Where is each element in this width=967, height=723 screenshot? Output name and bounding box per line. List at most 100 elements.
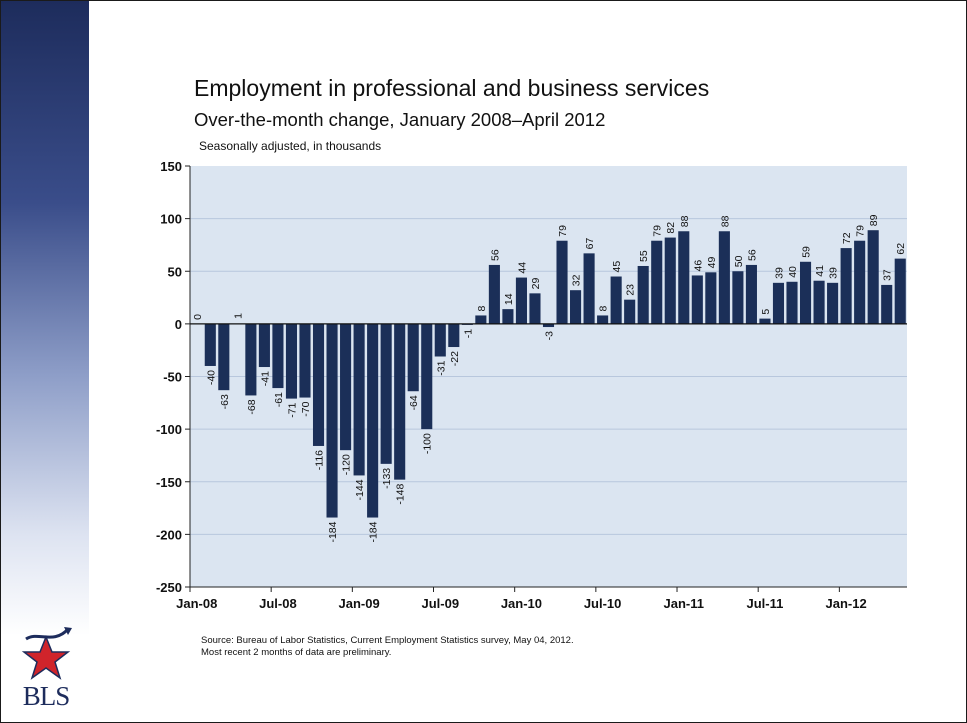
data-label: 14 <box>503 293 515 305</box>
bar <box>272 323 284 389</box>
bar <box>732 271 744 324</box>
bar <box>353 323 365 476</box>
bar <box>218 323 230 391</box>
bar <box>664 237 676 324</box>
y-tick-label: 50 <box>168 264 182 279</box>
y-tick-label: 150 <box>160 159 182 174</box>
data-label: 89 <box>868 214 880 226</box>
data-label: 29 <box>530 278 542 290</box>
bls-logo-text: BLS <box>22 681 71 711</box>
data-label: 55 <box>638 250 650 262</box>
data-label: -31 <box>435 360 447 375</box>
data-label: 88 <box>719 215 731 227</box>
bar <box>624 299 636 324</box>
bar <box>542 323 555 328</box>
source-note: Source: Bureau of Labor Statistics, Curr… <box>201 635 574 659</box>
bar <box>380 323 392 464</box>
source-line: Source: Bureau of Labor Statistics, Curr… <box>201 635 574 646</box>
bar <box>786 281 798 324</box>
x-tick-label: Jul-10 <box>584 596 622 611</box>
bar <box>326 323 338 518</box>
data-label: 32 <box>571 274 583 286</box>
bar <box>745 264 757 324</box>
data-label: 1 <box>232 313 244 319</box>
data-label: -120 <box>341 454 353 475</box>
bar <box>854 240 866 324</box>
bar <box>502 309 514 324</box>
x-tick-label: Jul-11 <box>747 596 784 611</box>
data-label: -1 <box>462 329 474 338</box>
bar <box>529 293 541 324</box>
data-label: 79 <box>855 225 867 237</box>
bar <box>705 272 717 324</box>
data-label: 41 <box>814 265 826 277</box>
data-label: -133 <box>381 468 393 489</box>
data-label: 79 <box>652 225 664 237</box>
bar <box>367 323 379 518</box>
bar <box>813 280 825 324</box>
data-label: 88 <box>679 215 691 227</box>
chart-title: Employment in professional and business … <box>194 75 710 101</box>
preliminary-note: Most recent 2 months of data are prelimi… <box>201 647 392 658</box>
x-tick-label: Jan-09 <box>339 596 380 611</box>
bar <box>718 231 730 324</box>
bar <box>475 315 487 324</box>
bar <box>407 323 419 392</box>
bar <box>204 323 216 366</box>
data-label: -40 <box>205 370 217 385</box>
bar <box>448 323 460 348</box>
data-label: -184 <box>327 521 339 542</box>
bar <box>434 323 446 357</box>
data-label: -148 <box>395 483 407 504</box>
x-tick-label: Jul-09 <box>421 596 459 611</box>
data-label: 59 <box>801 246 813 258</box>
bar <box>867 230 879 324</box>
bar <box>245 323 257 396</box>
data-label: 0 <box>192 314 204 320</box>
data-label: 44 <box>516 262 528 274</box>
bar <box>597 315 609 324</box>
bar <box>421 323 433 430</box>
data-label: 40 <box>787 266 799 278</box>
bar <box>894 258 906 324</box>
data-label: -144 <box>354 479 366 500</box>
bar <box>691 275 703 324</box>
y-tick-label: 100 <box>160 212 182 227</box>
data-label: 56 <box>489 249 501 261</box>
bar <box>488 264 500 324</box>
bar <box>583 253 595 324</box>
bar <box>651 240 663 324</box>
data-label: -3 <box>544 331 556 340</box>
bar <box>285 323 298 399</box>
data-label: -100 <box>422 433 434 454</box>
bar <box>678 231 690 324</box>
data-label: 50 <box>733 255 745 267</box>
data-label: 56 <box>746 249 758 261</box>
data-label: -70 <box>300 401 312 416</box>
data-label: 8 <box>598 305 610 311</box>
data-label: 67 <box>584 238 596 250</box>
data-label: 39 <box>828 267 840 279</box>
chart-subtitle: Over-the-month change, January 2008–Apri… <box>194 109 606 130</box>
data-label: -71 <box>286 402 298 417</box>
bar <box>340 323 352 451</box>
data-label: 8 <box>476 305 488 311</box>
y-tick-label: -100 <box>156 422 182 437</box>
y-tick-label: -250 <box>156 580 182 595</box>
star-emblem-icon <box>21 627 72 680</box>
data-label: 5 <box>760 309 772 315</box>
y-tick-label: -200 <box>156 527 182 542</box>
data-label: -22 <box>449 351 461 366</box>
side-bar <box>1 1 89 722</box>
data-label: -41 <box>259 371 271 386</box>
bar <box>637 265 649 324</box>
data-label: -184 <box>368 521 380 542</box>
unit-note: Seasonally adjusted, in thousands <box>199 139 382 153</box>
data-label: -68 <box>246 399 258 414</box>
data-label: -64 <box>408 395 420 410</box>
y-tick-label: 0 <box>175 317 182 332</box>
data-label: -61 <box>273 392 285 407</box>
bar <box>799 261 812 324</box>
